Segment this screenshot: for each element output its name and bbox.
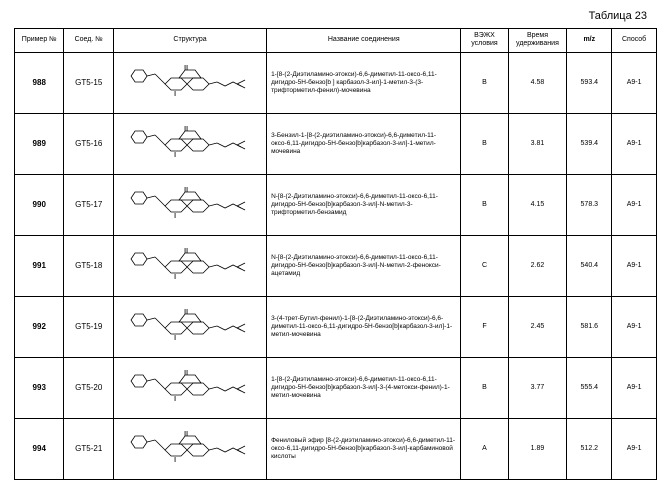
cell-example: 990 <box>15 174 64 235</box>
cell-method: A9-1 <box>612 418 657 479</box>
hdr-rt: Время удерживания <box>508 29 567 53</box>
cell-mz: 512.2 <box>567 418 612 479</box>
cell-mz: 578.3 <box>567 174 612 235</box>
cell-example: 991 <box>15 235 64 296</box>
cell-mz: 540.4 <box>567 235 612 296</box>
structure-icon <box>118 180 262 226</box>
structure-icon <box>118 424 262 470</box>
cell-mz: 593.4 <box>567 52 612 113</box>
cell-method: A9-1 <box>612 174 657 235</box>
cell-hplc: B <box>461 357 508 418</box>
cell-hplc: B <box>461 113 508 174</box>
cell-structure <box>113 418 266 479</box>
cell-compound: GT5-19 <box>64 296 113 357</box>
cell-example: 988 <box>15 52 64 113</box>
hdr-mz: m/z <box>567 29 612 53</box>
cell-example: 992 <box>15 296 64 357</box>
table-row: 990 GT5-17 N-[8-(2-Диэтиламино-этокси)-6… <box>15 174 657 235</box>
structure-icon <box>118 363 262 409</box>
cell-hplc: C <box>461 235 508 296</box>
cell-mz: 539.4 <box>567 113 612 174</box>
cell-structure <box>113 174 266 235</box>
structure-icon <box>118 119 262 165</box>
cell-rt: 4.15 <box>508 174 567 235</box>
hdr-name: Название соединения <box>267 29 461 53</box>
hdr-method: Способ <box>612 29 657 53</box>
cell-rt: 3.77 <box>508 357 567 418</box>
cell-structure <box>113 296 266 357</box>
table-title: Таблица 23 <box>14 10 657 22</box>
cell-name: 1-[8-(2-Диэтиламино-этокси)-6,6-диметил-… <box>267 357 461 418</box>
table-row: 988 GT5-15 1-[8-(2-Диэтиламино-этокси)-6… <box>15 52 657 113</box>
cell-compound: GT5-15 <box>64 52 113 113</box>
table-row: 993 GT5-20 1-[8-(2-Диэтиламино-этокси)-6… <box>15 357 657 418</box>
cell-hplc: F <box>461 296 508 357</box>
cell-name: 3-(4-трет-Бутил-фенил)-1-[8-(2-Диэтилами… <box>267 296 461 357</box>
cell-example: 994 <box>15 418 64 479</box>
hdr-compound: Соед. № <box>64 29 113 53</box>
hdr-structure: Структура <box>113 29 266 53</box>
cell-method: A9-1 <box>612 357 657 418</box>
hdr-hplc: ВЭЖХ условия <box>461 29 508 53</box>
cell-structure <box>113 52 266 113</box>
cell-hplc: B <box>461 174 508 235</box>
table-row: 989 GT5-16 3-Бензил-1-[8-(2-диэтиламино-… <box>15 113 657 174</box>
table-row: 991 GT5-18 N-[8-(2-Диэтиламино-этокси)-6… <box>15 235 657 296</box>
cell-name: Фениловый эфир [8-(2-диэтиламино-этокси)… <box>267 418 461 479</box>
cell-mz: 555.4 <box>567 357 612 418</box>
cell-compound: GT5-17 <box>64 174 113 235</box>
cell-example: 993 <box>15 357 64 418</box>
cell-hplc: B <box>461 52 508 113</box>
cell-name: 3-Бензил-1-[8-(2-диэтиламино-этокси)-6,6… <box>267 113 461 174</box>
cell-name: N-[8-(2-Диэтиламино-этокси)-6,6-диметил-… <box>267 174 461 235</box>
cell-hplc: A <box>461 418 508 479</box>
cell-compound: GT5-16 <box>64 113 113 174</box>
table-row: 992 GT5-19 3-(4-трет-Бутил-фенил)-1-[8-(… <box>15 296 657 357</box>
cell-rt: 3.81 <box>508 113 567 174</box>
cell-rt: 1.89 <box>508 418 567 479</box>
cell-rt: 2.45 <box>508 296 567 357</box>
cell-structure <box>113 113 266 174</box>
cell-method: A9-1 <box>612 296 657 357</box>
hdr-example: Пример № <box>15 29 64 53</box>
cell-method: A9-1 <box>612 235 657 296</box>
cell-rt: 2.62 <box>508 235 567 296</box>
cell-name: 1-[8-(2-Диэтиламино-этокси)-6,6-диметил-… <box>267 52 461 113</box>
structure-icon <box>118 241 262 287</box>
structure-icon <box>118 58 262 104</box>
cell-name: N-[8-(2-Диэтиламино-этокси)-6,6-диметил-… <box>267 235 461 296</box>
cell-compound: GT5-20 <box>64 357 113 418</box>
cell-method: A9-1 <box>612 113 657 174</box>
cell-compound: GT5-18 <box>64 235 113 296</box>
cell-structure <box>113 357 266 418</box>
structure-icon <box>118 302 262 348</box>
header-row: Пример № Соед. № Структура Название соед… <box>15 29 657 53</box>
cell-structure <box>113 235 266 296</box>
compound-table: Пример № Соед. № Структура Название соед… <box>14 28 657 480</box>
cell-rt: 4.58 <box>508 52 567 113</box>
table-row: 994 GT5-21 Фениловый эфир [8-(2-диэтилам… <box>15 418 657 479</box>
cell-method: A9-1 <box>612 52 657 113</box>
cell-compound: GT5-21 <box>64 418 113 479</box>
cell-example: 989 <box>15 113 64 174</box>
cell-mz: 581.6 <box>567 296 612 357</box>
